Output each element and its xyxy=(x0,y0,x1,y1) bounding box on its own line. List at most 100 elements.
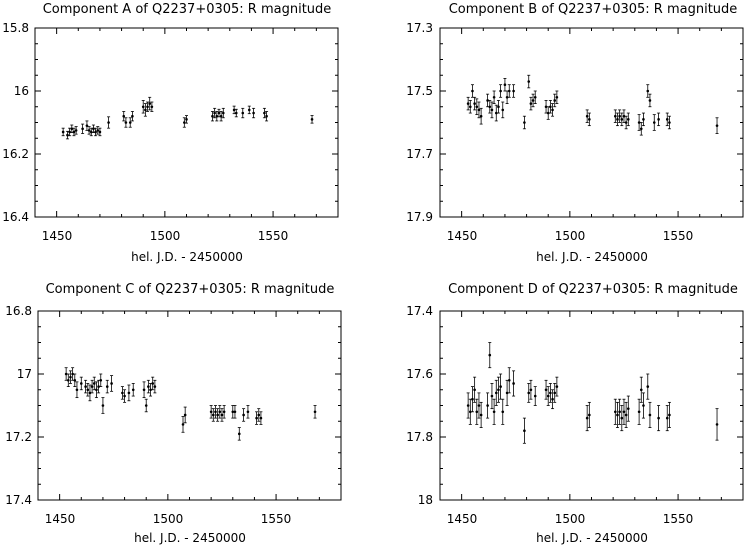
data-point xyxy=(505,90,509,104)
point-marker xyxy=(75,388,79,392)
point-marker xyxy=(127,391,131,395)
point-marker xyxy=(183,413,187,417)
data-point xyxy=(622,109,626,123)
point-marker xyxy=(639,127,643,131)
data-point xyxy=(622,398,626,425)
data-point xyxy=(150,101,154,112)
data-point xyxy=(86,383,90,397)
data-point xyxy=(142,381,146,399)
point-marker xyxy=(146,105,149,109)
chart-title: Component A of Q2237+0305: R magnitude xyxy=(43,2,332,17)
data-point xyxy=(646,84,650,98)
point-marker xyxy=(222,410,226,414)
data-point xyxy=(105,379,109,394)
point-marker xyxy=(533,394,537,398)
point-marker xyxy=(107,121,110,124)
point-marker xyxy=(624,413,628,417)
point-marker xyxy=(233,410,237,414)
point-marker xyxy=(122,114,126,118)
point-marker xyxy=(499,89,502,93)
x-tick-label: 1450 xyxy=(447,229,478,243)
data-point xyxy=(496,376,500,403)
point-marker xyxy=(715,124,719,127)
data-point xyxy=(217,108,221,118)
data-point xyxy=(624,401,628,428)
data-point xyxy=(486,392,490,419)
point-marker xyxy=(616,118,619,121)
point-marker xyxy=(247,108,251,112)
data-point xyxy=(219,111,223,122)
data-point xyxy=(533,90,537,104)
data-point xyxy=(84,379,88,394)
data-point xyxy=(479,107,483,125)
data-point xyxy=(475,98,479,116)
point-marker xyxy=(492,410,496,414)
data-point xyxy=(548,100,552,114)
point-marker xyxy=(252,111,255,115)
point-marker xyxy=(217,111,221,115)
data-point xyxy=(144,398,148,413)
data-point xyxy=(503,78,507,92)
point-marker xyxy=(646,385,650,388)
point-marker xyxy=(652,121,656,124)
data-point xyxy=(182,117,186,128)
plot-frame xyxy=(439,310,744,501)
point-marker xyxy=(88,391,92,395)
data-point xyxy=(475,398,479,425)
data-point xyxy=(646,373,650,400)
point-marker xyxy=(475,410,479,414)
data-point xyxy=(468,398,472,425)
point-marker xyxy=(505,391,509,395)
data-point xyxy=(234,108,238,118)
point-marker xyxy=(494,391,498,395)
x-tick-label: 1550 xyxy=(261,512,292,526)
point-marker xyxy=(507,89,511,93)
data-point xyxy=(494,379,498,406)
data-points xyxy=(64,367,317,441)
point-marker xyxy=(501,108,505,112)
point-marker xyxy=(523,121,526,124)
data-point xyxy=(90,379,94,394)
data-point xyxy=(91,124,95,133)
point-marker xyxy=(639,388,643,392)
data-point xyxy=(470,386,474,413)
data-point xyxy=(94,381,98,399)
point-marker xyxy=(620,118,624,121)
point-marker xyxy=(642,118,645,121)
point-marker xyxy=(505,96,509,99)
point-marker xyxy=(124,121,128,124)
data-point xyxy=(259,411,263,425)
data-point xyxy=(527,383,531,403)
data-point xyxy=(553,383,557,403)
point-marker xyxy=(86,388,90,392)
data-point xyxy=(88,384,92,402)
data-point xyxy=(620,112,624,127)
data-point xyxy=(181,416,185,433)
data-point xyxy=(496,100,500,114)
point-marker xyxy=(148,102,152,105)
point-marker xyxy=(497,388,500,392)
y-tick-label: 17.5 xyxy=(406,84,433,98)
point-marker xyxy=(466,404,470,407)
data-point xyxy=(72,127,76,137)
point-marker xyxy=(265,114,268,118)
data-point xyxy=(555,376,559,397)
data-point xyxy=(512,84,516,98)
point-marker xyxy=(544,105,548,109)
point-marker xyxy=(121,391,124,395)
point-marker xyxy=(70,127,74,131)
data-point xyxy=(68,127,72,137)
data-point xyxy=(148,96,152,111)
point-marker xyxy=(497,105,500,109)
point-marker xyxy=(618,114,621,118)
data-points xyxy=(466,74,719,136)
data-point xyxy=(79,376,83,391)
point-marker xyxy=(151,382,155,385)
data-point xyxy=(89,127,93,137)
data-point xyxy=(470,84,474,98)
point-marker xyxy=(531,99,535,102)
data-point xyxy=(494,104,498,122)
data-point xyxy=(221,107,225,119)
data-point xyxy=(490,101,494,119)
data-point xyxy=(213,405,217,419)
